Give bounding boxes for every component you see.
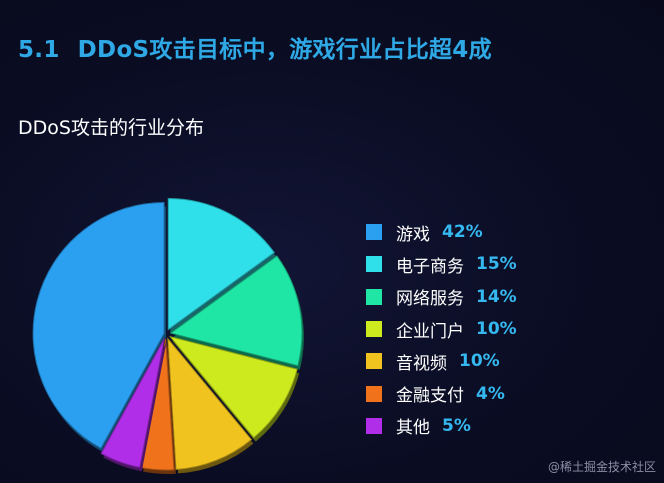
pie-slice-face <box>167 198 275 331</box>
pie-slice-face <box>32 202 165 449</box>
chart-title: DDoS攻击的行业分布 <box>18 117 204 139</box>
legend-label: 电子商务 <box>396 256 464 277</box>
legend-swatch <box>366 321 382 338</box>
pie-slice <box>100 338 167 472</box>
pie-slice-face <box>100 338 165 468</box>
legend-item: 游戏 42% <box>366 216 517 248</box>
legend-percent: 15% <box>476 254 517 275</box>
legend-percent: 10% <box>459 351 500 372</box>
legend-label: 游戏 <box>396 224 430 245</box>
pie-slice <box>167 337 254 474</box>
legend-item: 其他 5% <box>366 410 517 442</box>
legend-item: 电子商务 15% <box>366 248 517 280</box>
pie-slice-face <box>168 335 298 439</box>
legend-percent: 4% <box>476 383 505 404</box>
pie-slice <box>32 202 167 453</box>
legend-swatch <box>366 385 382 402</box>
legend-percent: 42% <box>442 222 483 243</box>
chart-legend: 游戏 42% 电子商务 15% 网络服务 14% 企业门户 10% 音视频 10… <box>366 216 517 442</box>
pie-slice <box>169 255 304 370</box>
legend-label: 其他 <box>396 418 430 439</box>
section-number: 5.1 <box>18 37 60 63</box>
pie-slice <box>168 335 300 442</box>
legend-label: 网络服务 <box>396 289 464 310</box>
section-title: DDoS攻击目标中，游戏行业占比超4成 <box>77 37 492 63</box>
legend-swatch <box>366 256 382 273</box>
legend-swatch <box>366 353 382 370</box>
legend-percent: 5% <box>442 415 471 436</box>
legend-percent: 10% <box>476 319 517 340</box>
legend-label: 音视频 <box>396 353 447 374</box>
page-title: 5.1 DDoS攻击目标中，游戏行业占比超4成 <box>18 30 492 64</box>
legend-item: 企业门户 10% <box>366 313 517 345</box>
legend-swatch <box>366 288 382 305</box>
legend-swatch <box>366 224 382 241</box>
legend-percent: 14% <box>476 286 517 307</box>
pie-slice-face <box>167 337 253 470</box>
watermark: @稀土掘金技术社区 <box>547 460 656 474</box>
legend-item: 网络服务 14% <box>366 281 517 313</box>
legend-item: 金融支付 4% <box>366 377 517 409</box>
legend-swatch <box>366 417 382 434</box>
legend-label: 金融支付 <box>396 386 464 407</box>
pie-slice-face <box>169 255 303 367</box>
legend-item: 音视频 10% <box>366 345 517 377</box>
legend-label: 企业门户 <box>396 321 464 342</box>
pie-slice <box>167 198 277 334</box>
